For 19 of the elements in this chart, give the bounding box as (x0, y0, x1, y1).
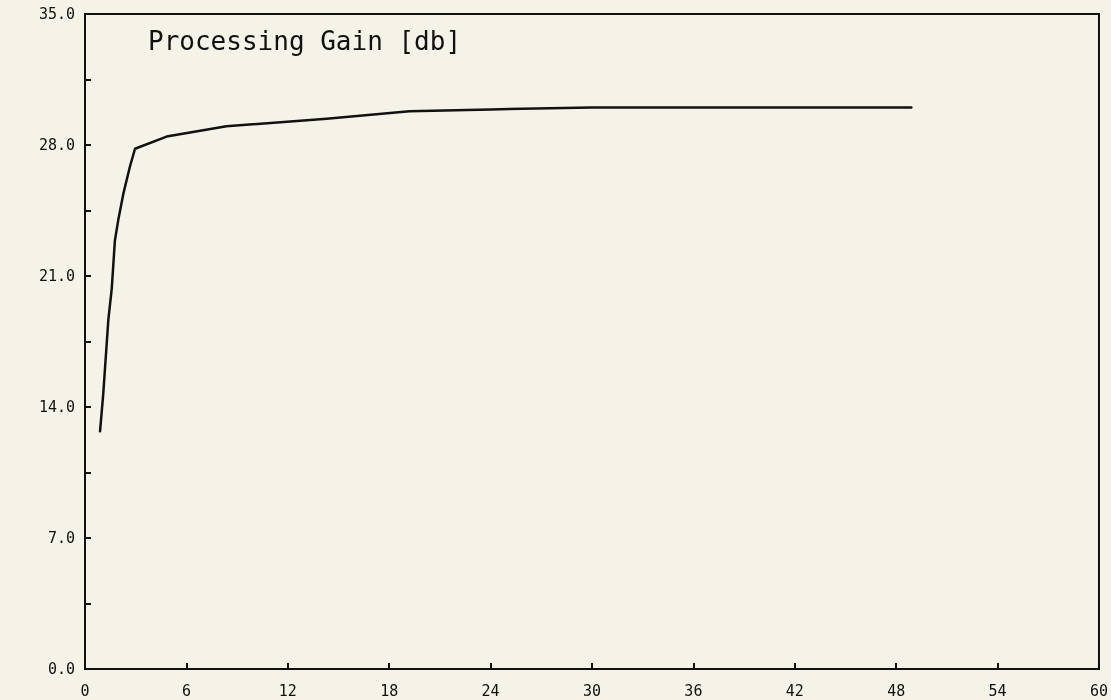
y-axis-title: Processing Gain [db] (148, 26, 462, 56)
x-tick-label: 48 (887, 681, 906, 700)
y-tick-label: 14.0 (38, 398, 75, 416)
y-tick-label: 21.0 (38, 267, 75, 285)
x-tick-label: 42 (785, 681, 804, 700)
x-tick-label: 0 (80, 681, 90, 700)
x-tick-label: 6 (181, 681, 191, 700)
x-tick-label: 60 (1089, 681, 1108, 700)
y-tick-label: 28.0 (38, 136, 75, 154)
line-series (98, 106, 913, 433)
y-tick-label: 7.0 (47, 529, 75, 547)
x-tick-label: 36 (684, 681, 703, 700)
x-tick-label: 30 (582, 681, 602, 700)
y-tick-label: 0.0 (47, 660, 75, 678)
x-tick-label: 54 (988, 681, 1007, 700)
x-tick-label: 18 (380, 681, 399, 700)
y-tick-label: 35.0 (38, 5, 75, 23)
x-tick-label: 24 (481, 681, 500, 700)
x-tick-label: 12 (278, 681, 297, 700)
